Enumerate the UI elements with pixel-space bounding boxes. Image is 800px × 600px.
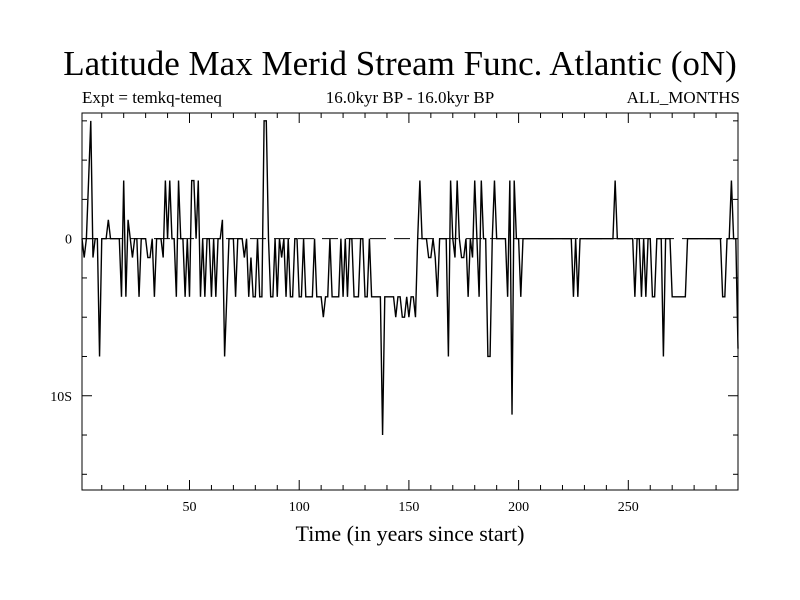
y-tick-label: 10S (50, 390, 72, 405)
months-label: ALL_MONTHS (626, 88, 740, 107)
x-tick-label: 200 (508, 500, 529, 515)
x-tick-label: 50 (183, 500, 197, 515)
experiment-label: Expt = temkq-temeq (82, 88, 222, 107)
x-axis-label: Time (in years since start) (295, 521, 525, 546)
series-line-temkq-temeq (81, 120, 739, 436)
x-tick-label: 150 (398, 500, 419, 515)
chart-title: Latitude Max Merid Stream Func. Atlantic… (63, 44, 737, 83)
y-tick-label: 0 (65, 233, 72, 248)
x-tick-label: 100 (289, 500, 310, 515)
time-range-label: 16.0kyr BP - 16.0kyr BP (325, 88, 495, 107)
plot-frame (81, 112, 739, 491)
x-tick-label: 250 (618, 500, 639, 515)
